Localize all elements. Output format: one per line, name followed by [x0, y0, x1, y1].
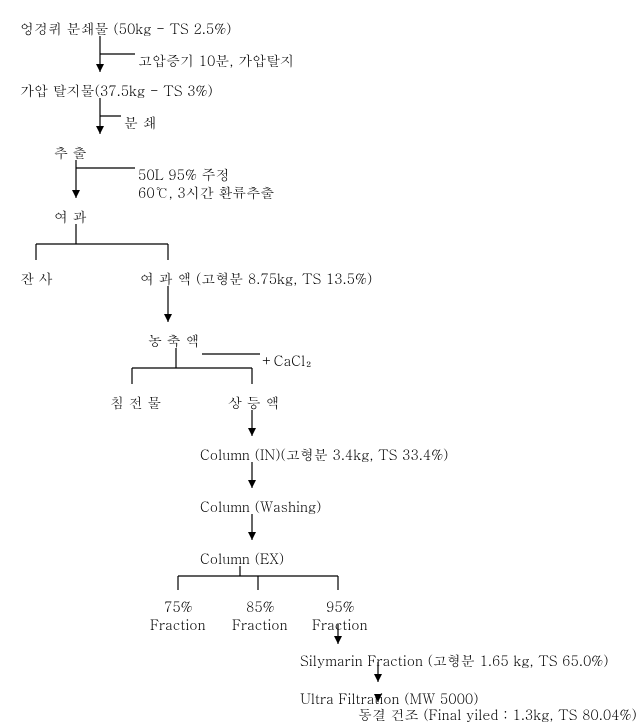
annot-a6: +CaCl₂ — [262, 350, 319, 370]
node-n10: Column (EX) — [200, 548, 284, 568]
node-n5l: 잔 사 — [20, 268, 53, 288]
fraction-75-label: Fraction — [150, 614, 206, 634]
annot-a1: 고압증기 10분, 가압탈지 — [138, 50, 294, 70]
node-n8: Column (IN)(고형분 3.4kg, TS 33.4%) — [200, 444, 448, 464]
node-n3: 추 출 — [54, 142, 87, 162]
node-n11: Silymarin Fraction (고형분 1.65 kg, TS 65.0… — [300, 650, 609, 670]
annot-a2: 분 쇄 — [124, 112, 157, 132]
annot-a3b: 60℃, 3시간 환류추출 — [138, 182, 274, 202]
node-n6: 농 축 액 — [148, 330, 199, 350]
node-n1: 엉겅퀴 분쇄물 (50kg - TS 2.5%) — [20, 18, 231, 38]
fraction-85-label: Fraction — [232, 614, 288, 634]
node-n9: Column (Washing) — [200, 496, 321, 516]
fraction-95: 95% — [326, 596, 355, 616]
node-n2: 가압 탈지물(37.5kg - TS 3%) — [20, 80, 213, 100]
fraction-75: 75% — [164, 596, 193, 616]
annot-a3a: 50L 95% 주정 — [138, 164, 230, 184]
node-n7r: 상 등 액 — [228, 392, 279, 412]
node-n7l: 침 전 물 — [110, 392, 161, 412]
node-n4: 여 과 — [54, 206, 87, 226]
fraction-85: 85% — [246, 596, 275, 616]
fraction-95-label: Fraction — [312, 614, 368, 634]
node-n5r: 여 과 액 (고형분 8.75kg, TS 13.5%) — [140, 268, 372, 288]
node-n13: 동결 건조 (Final yiled : 1.3kg, TS 80.04%) — [358, 704, 637, 724]
